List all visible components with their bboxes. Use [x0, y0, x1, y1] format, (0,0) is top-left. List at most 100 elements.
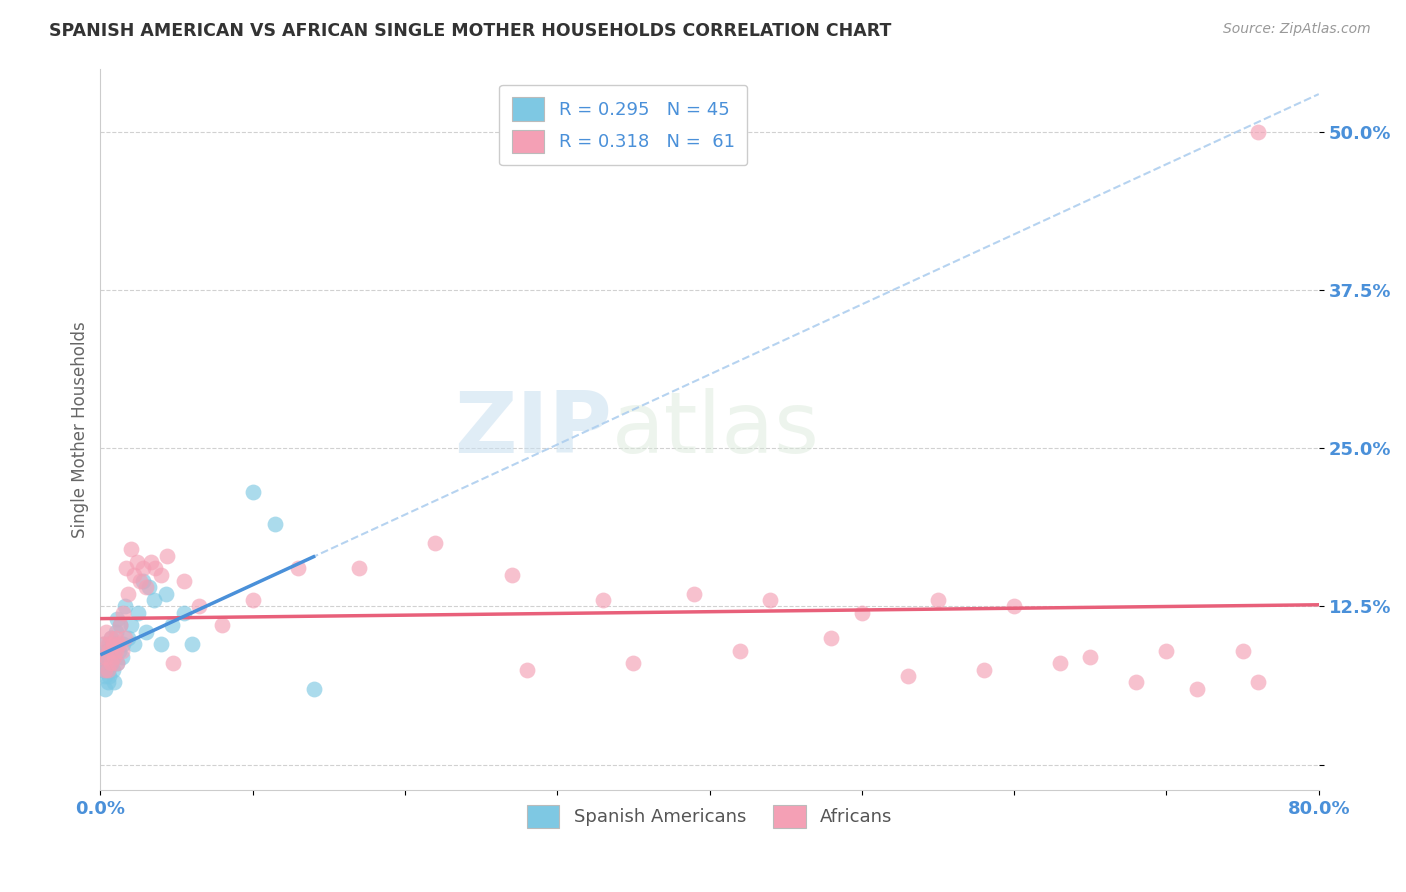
Point [101, 637, 124, 651]
Point [135, 581, 157, 595]
Point [97, 663, 120, 677]
Point [114, 599, 136, 614]
Point [105, 612, 128, 626]
Point [94, 681, 117, 696]
Point [1078, 650, 1101, 665]
Point [623, 657, 645, 671]
Point [349, 561, 371, 575]
Point [135, 624, 157, 639]
Point [211, 618, 233, 632]
Point [162, 657, 184, 671]
Point [100, 631, 122, 645]
Point [94, 669, 117, 683]
Point [103, 643, 125, 657]
Point [103, 650, 125, 665]
Point [90, 663, 112, 677]
Point [104, 637, 127, 651]
Point [132, 574, 155, 588]
Point [287, 561, 309, 575]
Point [142, 593, 165, 607]
Point [97, 663, 120, 677]
Point [97, 637, 120, 651]
Point [98, 637, 121, 651]
Point [264, 517, 287, 532]
Point [156, 549, 179, 563]
Point [114, 631, 136, 645]
Point [122, 637, 145, 651]
Point [150, 567, 173, 582]
Point [101, 650, 124, 665]
Text: ZIP: ZIP [454, 388, 612, 471]
Point [683, 587, 706, 601]
Point [516, 663, 538, 677]
Point [93, 650, 115, 665]
Point [155, 587, 177, 601]
Point [759, 593, 782, 607]
Point [728, 643, 751, 657]
Point [132, 561, 155, 575]
Point [1156, 643, 1178, 657]
Point [820, 631, 842, 645]
Point [425, 536, 447, 550]
Point [103, 675, 125, 690]
Point [1185, 681, 1208, 696]
Point [94, 663, 117, 677]
Text: SPANISH AMERICAN VS AFRICAN SINGLE MOTHER HOUSEHOLDS CORRELATION CHART: SPANISH AMERICAN VS AFRICAN SINGLE MOTHE… [49, 22, 891, 40]
Point [93, 637, 115, 651]
Point [94, 657, 117, 671]
Point [1247, 675, 1270, 690]
Point [96, 643, 118, 657]
Point [120, 618, 142, 632]
Point [927, 593, 949, 607]
Point [117, 631, 139, 645]
Point [112, 637, 135, 651]
Point [122, 567, 145, 582]
Legend: Spanish Americans, Africans: Spanish Americans, Africans [519, 797, 900, 835]
Point [111, 643, 134, 657]
Point [160, 618, 183, 632]
Y-axis label: Single Mother Households: Single Mother Households [72, 321, 89, 538]
Text: Source: ZipAtlas.com: Source: ZipAtlas.com [1223, 22, 1371, 37]
Point [851, 606, 873, 620]
Point [100, 643, 122, 657]
Point [1125, 675, 1147, 690]
Point [90, 650, 112, 665]
Point [139, 555, 162, 569]
Point [143, 561, 166, 575]
Point [501, 567, 523, 582]
Point [101, 663, 124, 677]
Point [117, 587, 139, 601]
Point [112, 606, 135, 620]
Point [973, 663, 995, 677]
Point [125, 555, 148, 569]
Point [100, 657, 122, 671]
Point [180, 637, 202, 651]
Point [896, 669, 918, 683]
Point [1232, 643, 1254, 657]
Point [111, 650, 134, 665]
Point [150, 637, 173, 651]
Point [592, 593, 614, 607]
Point [104, 631, 127, 645]
Point [96, 663, 118, 677]
Point [188, 599, 211, 614]
Point [129, 574, 152, 588]
Point [1049, 657, 1071, 671]
Point [105, 657, 128, 671]
Point [173, 606, 195, 620]
Point [115, 561, 138, 575]
Point [120, 542, 142, 557]
Point [107, 637, 129, 651]
Point [108, 618, 131, 632]
Point [302, 681, 325, 696]
Point [105, 657, 128, 671]
Point [97, 675, 120, 690]
Point [173, 574, 195, 588]
Point [108, 618, 131, 632]
Point [138, 581, 160, 595]
Point [97, 650, 120, 665]
Point [127, 606, 149, 620]
Text: atlas: atlas [612, 388, 820, 471]
Point [242, 485, 264, 500]
Point [100, 657, 122, 671]
